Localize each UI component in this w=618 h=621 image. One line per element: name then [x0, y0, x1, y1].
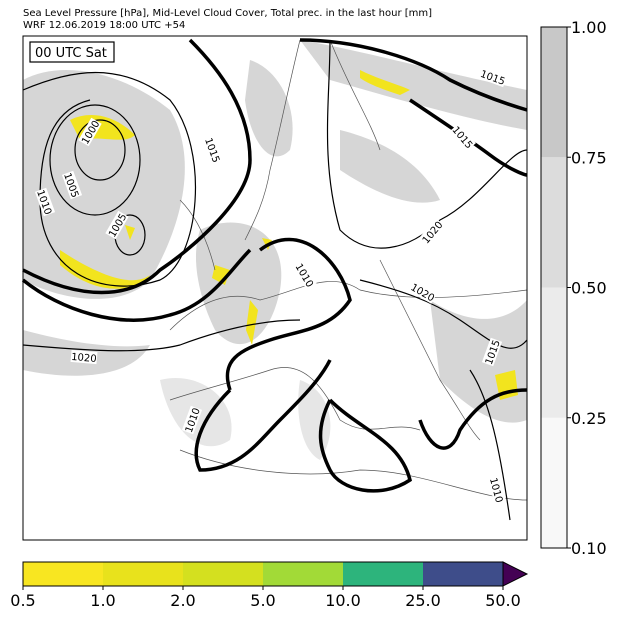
- time-label: 00 UTC Sat: [35, 46, 107, 61]
- isobar-label-bg: [34, 187, 56, 217]
- isobar-label-bg: [61, 170, 83, 200]
- title: Sea Level Pressure [hPa], Mid-Level Clou…: [23, 8, 432, 19]
- colorbar-tick-label: 25.0: [405, 591, 441, 610]
- isobar-label: 1020: [71, 352, 97, 365]
- isobar-label-bg: [202, 135, 224, 165]
- isobar-label-bg: [105, 210, 129, 240]
- colorbar-tick-label: 0.50: [571, 279, 607, 298]
- colorbar-tick-label: 2.0: [170, 591, 195, 610]
- cloud-colorbar: 0.10 0.25 0.50 0.75 1.00: [540, 18, 607, 558]
- colorbar-segment: [343, 562, 423, 586]
- isobar-label-bg: [450, 123, 476, 151]
- colorbar-segment: [423, 562, 503, 586]
- isobar-label-bg: [481, 337, 503, 367]
- colorbar-tick-label: 0.5: [10, 591, 35, 610]
- isobars: [22, 39, 528, 521]
- colorbar-extension: [502, 561, 529, 587]
- isobars-1015: [21, 38, 528, 493]
- colorbar-segment: [23, 562, 103, 586]
- map: 1000100510101005101510151015102010101020…: [21, 35, 528, 541]
- colorbar-tick-label: 10.0: [325, 591, 361, 610]
- colorbar-segment: [263, 562, 343, 586]
- coastlines: [169, 39, 528, 501]
- colorbar-tick-label: 0.25: [571, 409, 607, 428]
- colorbar-tick-label: 50.0: [485, 591, 521, 610]
- colorbar-tick-label: 1.0: [90, 591, 115, 610]
- isobar-label-bg: [408, 280, 438, 304]
- colorbar-tick-label: 0.75: [571, 148, 607, 167]
- isobar-label-bg: [487, 475, 507, 505]
- colorbar-segment: [541, 157, 567, 288]
- isobar-label-bg: [419, 218, 445, 246]
- colorbar-tick-label: 1.00: [571, 18, 607, 37]
- isobar-label-bg: [181, 405, 203, 435]
- map-frame: [22, 35, 528, 541]
- subtitle: WRF 12.06.2019 18:00 UTC +54: [23, 20, 185, 31]
- colorbar-tick-label: 5.0: [250, 591, 275, 610]
- colorbar-segment: [103, 562, 183, 586]
- colorbar-segment: [541, 27, 567, 158]
- precip-colorbar: 0.5 1.0 2.0 5.0 10.0 25.0 50.0: [10, 561, 529, 610]
- colorbar-segment: [541, 287, 567, 418]
- colorbar-segment: [541, 417, 567, 548]
- isobar-label-bg: [478, 66, 508, 88]
- isobar-label-bg: [70, 349, 98, 365]
- colorbar-tick-label: 0.10: [571, 539, 607, 558]
- isobar-label-bg: [293, 260, 317, 290]
- isobar-label-bg: [78, 117, 102, 147]
- colorbar-segment: [183, 562, 263, 586]
- isobar-labels: 1000100510101005101510151015102010101020…: [34, 66, 508, 505]
- time-box: [29, 41, 115, 63]
